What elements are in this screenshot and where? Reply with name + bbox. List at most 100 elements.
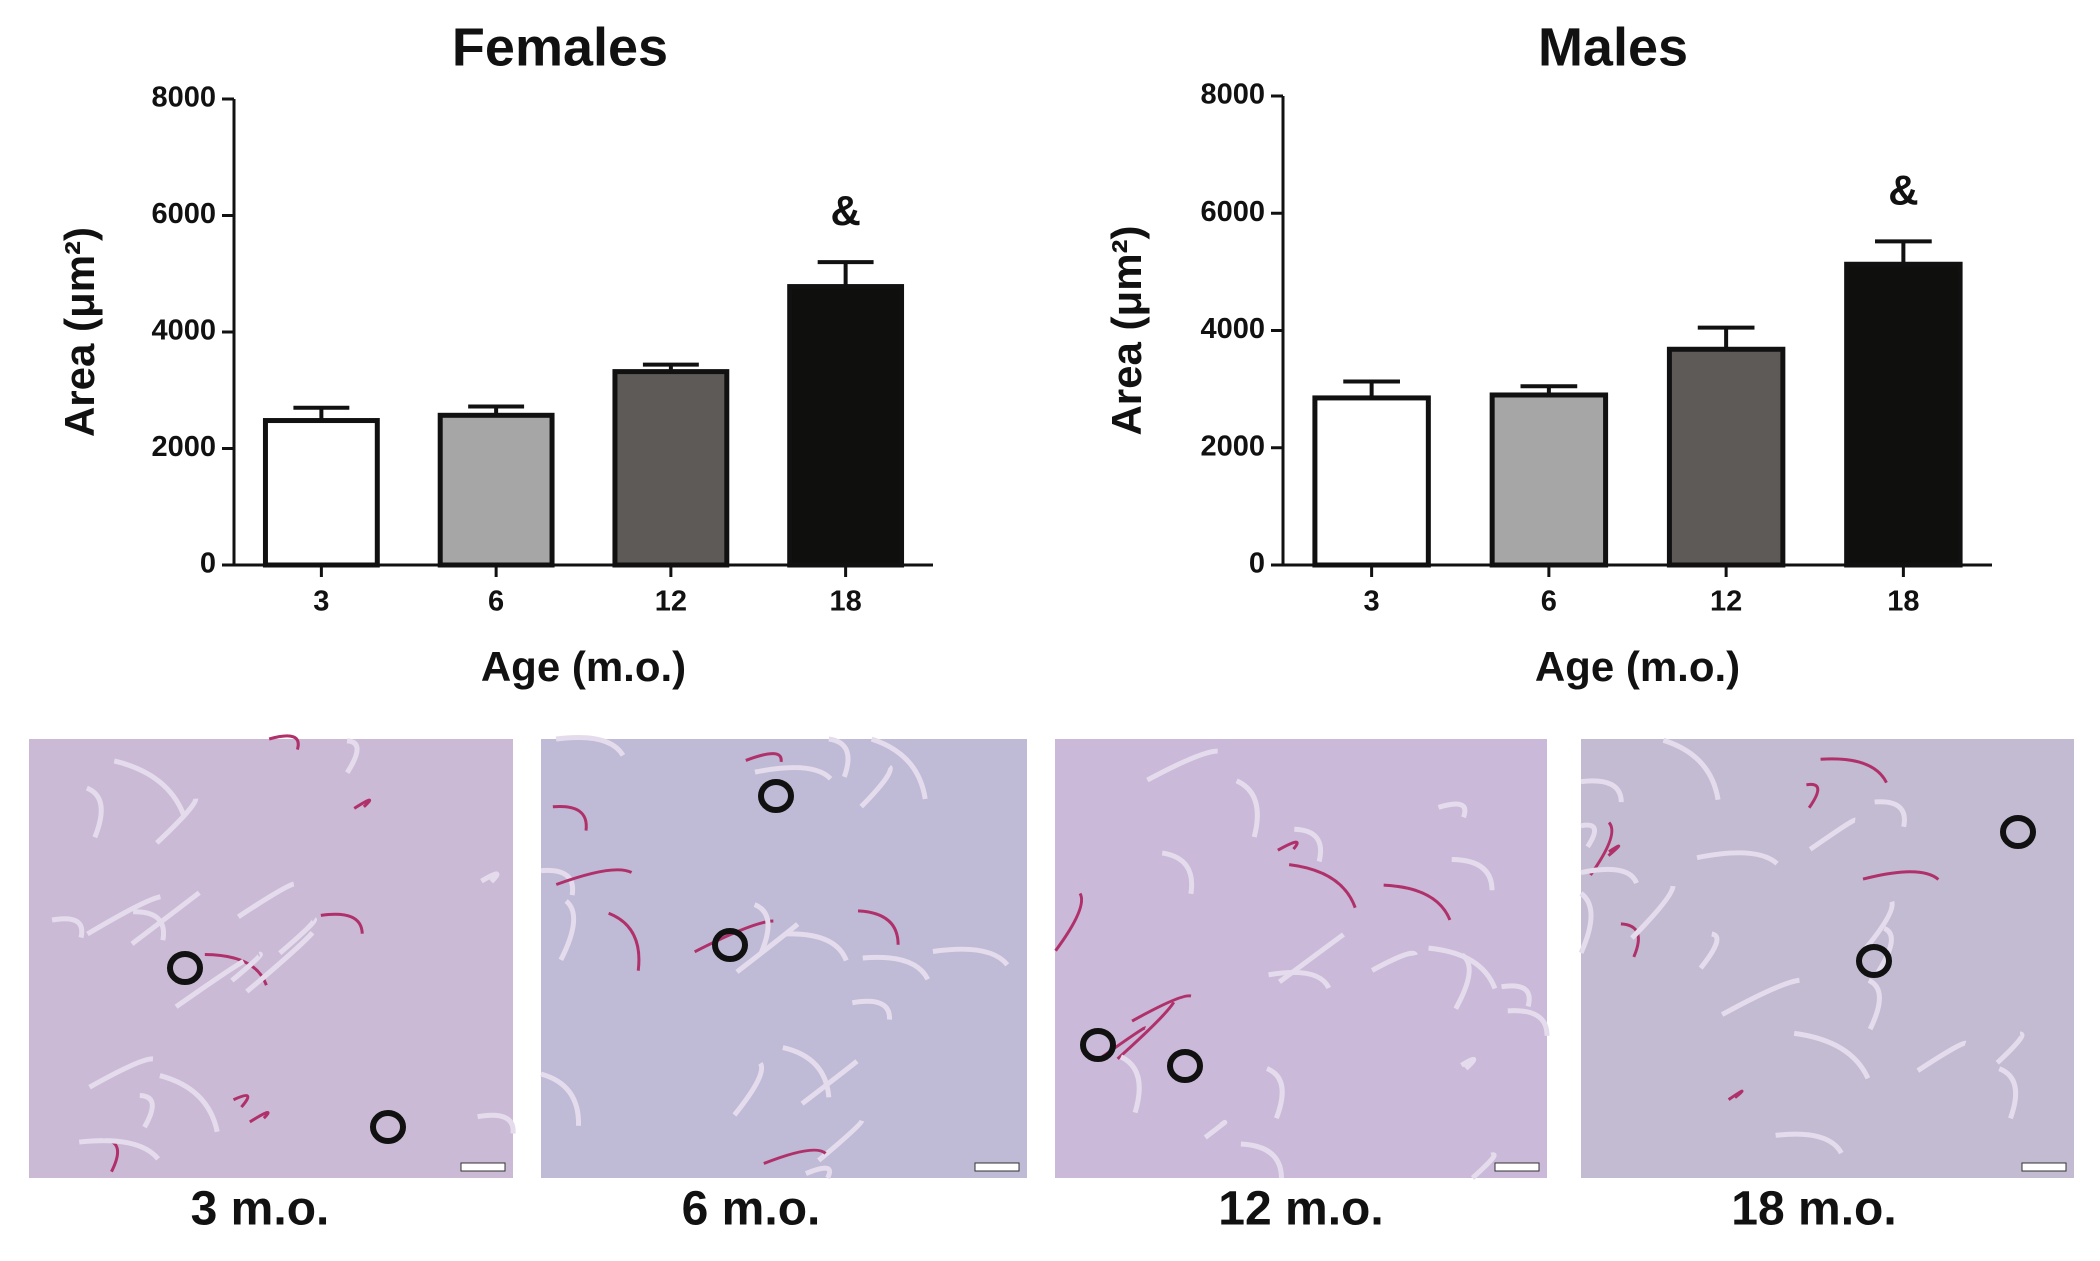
fiber-border — [113, 758, 187, 819]
fiber-outline — [370, 1110, 406, 1144]
x-tick-label: 3 — [313, 586, 329, 618]
image-background — [29, 739, 513, 1178]
fiber-border — [1161, 850, 1195, 895]
fiber-border — [1862, 870, 1940, 881]
fiber-border — [1054, 892, 1084, 952]
fiber-border — [78, 1138, 161, 1161]
x-tick-label: 18 — [829, 586, 861, 618]
fiber-border — [1696, 850, 1779, 866]
fiber-border — [1808, 817, 1856, 852]
fiber-border — [320, 912, 364, 934]
y-tick-label: 4000 — [1200, 313, 1265, 345]
fiber-border — [555, 868, 633, 886]
fiber-border — [268, 734, 300, 750]
y-tick-label: 6000 — [151, 198, 216, 230]
fiber-border — [932, 946, 1010, 967]
y-tick-label: 0 — [200, 548, 216, 580]
fiber-border — [745, 752, 783, 763]
fiber-border — [1277, 932, 1345, 984]
fiber-border — [540, 1071, 582, 1126]
y-tick-label: 0 — [1249, 548, 1265, 580]
x-tick-label: 12 — [1710, 586, 1742, 618]
fiber-border — [763, 1148, 827, 1165]
fiber-border — [1998, 1066, 2019, 1120]
chart-title: Females — [452, 17, 668, 77]
y-tick-label: 2000 — [151, 431, 216, 463]
x-axis-label: Age (m.o.) — [481, 643, 686, 690]
fiber-outline — [1167, 1049, 1203, 1083]
histology-image — [29, 734, 516, 1178]
fiber-border — [1580, 866, 1639, 885]
fiber-border — [1131, 994, 1192, 1023]
x-tick-label: 6 — [488, 586, 504, 618]
fiber-border — [278, 916, 317, 956]
fiber-border — [1203, 1119, 1228, 1140]
fiber-border — [245, 930, 315, 994]
fiber-border — [870, 736, 928, 800]
fiber-border — [1875, 926, 1894, 974]
fiber-border — [1268, 970, 1332, 990]
fiber-border — [753, 902, 771, 955]
fiber-border — [249, 1111, 270, 1124]
fiber-border — [230, 951, 263, 983]
fiber-border — [857, 909, 900, 945]
fiber-border — [851, 998, 892, 1020]
y-axis-label: Area (μm²) — [1103, 225, 1150, 435]
bar — [262, 418, 380, 568]
chart-title: Males — [1538, 17, 1688, 77]
scale-bar — [460, 1162, 506, 1172]
fiber-border — [1698, 931, 1720, 970]
fiber-border — [1580, 822, 1598, 849]
fiber-border — [859, 764, 893, 809]
bar — [437, 412, 555, 568]
fiber-border — [85, 785, 104, 839]
fiber-outline — [1080, 1028, 1116, 1062]
y-tick-label: 8000 — [1200, 79, 1265, 111]
image-background — [541, 739, 1027, 1178]
fiber-outline — [758, 779, 794, 813]
significance-marker: & — [830, 187, 860, 234]
fiber-border — [130, 890, 201, 946]
fiber-border — [785, 931, 849, 962]
fiber-border — [345, 738, 360, 774]
fiber-border — [1662, 737, 1721, 801]
fiber-border — [804, 1165, 833, 1180]
fiber-border — [1460, 1056, 1477, 1071]
image-background — [1055, 739, 1547, 1178]
bar — [1666, 346, 1786, 568]
x-tick-label: 3 — [1364, 586, 1380, 618]
bar — [787, 284, 905, 568]
fiber-border — [1501, 983, 1532, 1008]
fiber-border — [1265, 1066, 1285, 1120]
fiber-border — [1607, 844, 1621, 857]
y-tick-label: 8000 — [151, 82, 216, 114]
fiber-border — [817, 1119, 865, 1163]
histology-image — [1578, 737, 2074, 1178]
scale-bar — [1494, 1162, 1540, 1172]
fiber-outline — [1856, 944, 1892, 978]
fiber-border — [159, 1073, 220, 1133]
fiber-border — [754, 765, 833, 781]
bar — [612, 369, 730, 568]
fiber-border — [1578, 891, 1594, 954]
fiber-border — [1119, 1054, 1142, 1114]
fiber-outline — [167, 951, 203, 985]
fiber-border — [1727, 1089, 1744, 1101]
fiber-border — [1867, 978, 1882, 1031]
bar — [1489, 392, 1609, 568]
fiber-border — [480, 871, 500, 884]
fiber-outline — [712, 928, 748, 962]
fiber-border — [353, 798, 372, 810]
fiber-border — [782, 1045, 832, 1098]
fiber-border — [1277, 840, 1299, 852]
fiber-outline — [2000, 815, 2036, 849]
fiber-border — [1806, 782, 1820, 809]
histology-image — [540, 734, 1027, 1180]
fiber-border — [1507, 1008, 1550, 1036]
fiber-border — [477, 1112, 516, 1134]
scale-bar — [2021, 1162, 2067, 1172]
fiber-border — [1116, 1001, 1176, 1060]
x-axis-label: Age (m.o.) — [1535, 643, 1740, 690]
image-caption: 3 m.o. — [191, 1183, 330, 1236]
significance-marker: & — [1888, 166, 1918, 213]
